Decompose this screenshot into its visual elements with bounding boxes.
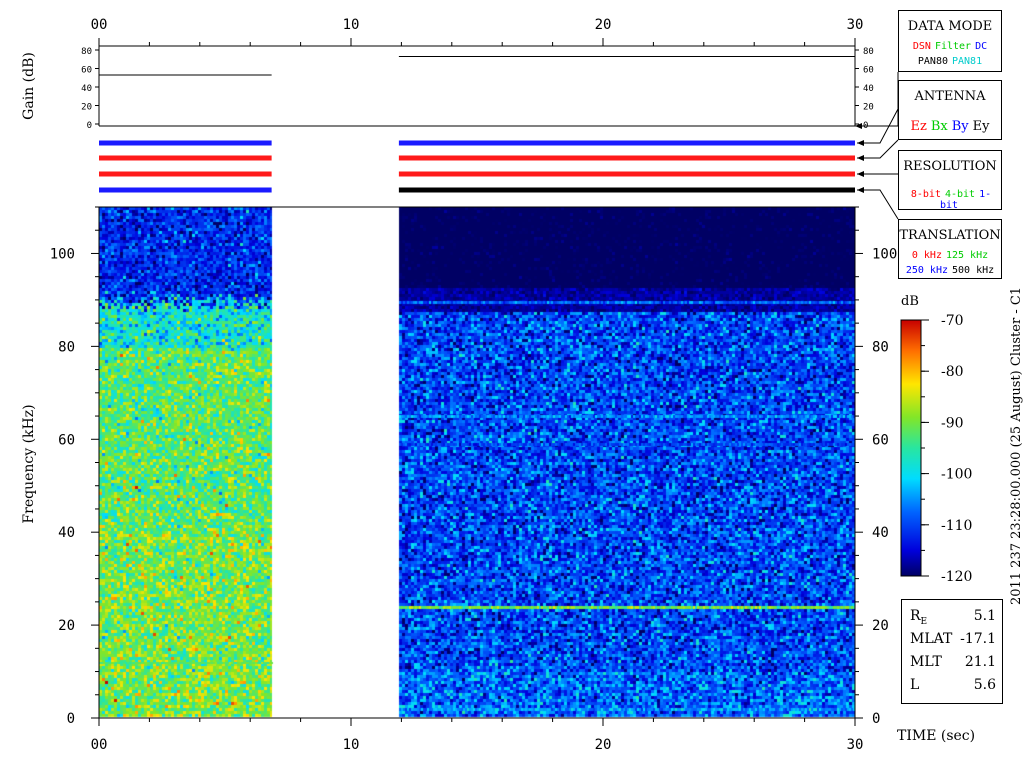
legend-connector xyxy=(857,189,899,220)
resolution-title: RESOLUTION xyxy=(903,159,997,174)
x-axis-label: TIME (sec) xyxy=(897,728,976,744)
orbit-label: L xyxy=(910,677,920,693)
bottom-x-tick-label: 10 xyxy=(343,737,360,753)
legend-token: DSN xyxy=(912,41,931,52)
legend-token: 1-bit xyxy=(939,189,992,211)
y-tick-label-right: 80 xyxy=(872,339,889,355)
colorbar-label: dB xyxy=(901,294,919,309)
data-mode-title: DATA MODE xyxy=(907,19,993,34)
legend-token: 500 kHz xyxy=(952,265,995,276)
connector-arrowhead xyxy=(857,140,864,146)
legend-token: Ez xyxy=(910,119,927,134)
legend-token: DC xyxy=(975,41,988,52)
orbit-row: MLT 21.1 xyxy=(910,654,996,677)
antenna-box: ANTENNA Ez Bx By Ey xyxy=(898,80,1002,140)
legend-connector xyxy=(857,139,899,159)
y-axis-label: Frequency (kHz) xyxy=(21,404,37,523)
colorbar-tick-label: -70 xyxy=(941,313,964,329)
legend-token: 8-bit xyxy=(910,189,941,200)
y-tick-label-left: 0 xyxy=(67,711,75,727)
orbit-rows: RE 5.1 MLAT -17.1 MLT 21.1 L 5.6 xyxy=(910,608,996,700)
y-tick-label-right: 100 xyxy=(872,246,897,262)
connector-arrowhead xyxy=(857,171,864,177)
bottom-x-tick-label: 20 xyxy=(595,737,612,753)
bottom-x-tick-label: 00 xyxy=(91,737,108,753)
orbit-row: MLAT -17.1 xyxy=(910,631,996,654)
translation-row-2: 250 kHz 500 kHz xyxy=(899,265,1001,276)
legend-token: 4-bit xyxy=(944,189,976,200)
antenna-row: Ez Bx By Ey xyxy=(899,119,1001,134)
y-tick-label-right: 20 xyxy=(872,618,889,634)
legend-token: Bx xyxy=(930,119,948,134)
legend-token: Filter xyxy=(934,41,972,52)
side-title: 2011 237 23:28:00.000 (25 August) Cluste… xyxy=(1009,287,1024,605)
translation-title: TRANSLATION xyxy=(899,228,1001,243)
colorbar-swatch xyxy=(900,319,922,577)
legend-token: PAN81 xyxy=(952,56,983,67)
orbit-value: 5.1 xyxy=(973,608,996,624)
antenna-title: ANTENNA xyxy=(914,89,986,104)
top-x-tick-label: 20 xyxy=(595,17,612,33)
y-tick-label-right: 60 xyxy=(872,432,889,448)
orbit-value: 21.1 xyxy=(964,654,996,670)
data-mode-row-1: DSN Filter DC xyxy=(899,41,1001,52)
y-tick-label-left: 40 xyxy=(58,525,75,541)
bottom-x-tick-label: 30 xyxy=(847,737,864,753)
orbit-row: L 5.6 xyxy=(910,677,996,700)
orbit-info-box: RE 5.1 MLAT -17.1 MLT 21.1 L 5.6 xyxy=(901,599,1003,704)
y-tick-label-left: 80 xyxy=(58,339,75,355)
connector-arrowhead xyxy=(855,123,862,129)
orbit-label: RE xyxy=(910,608,928,627)
top-x-tick-label: 10 xyxy=(343,17,360,33)
translation-box: TRANSLATION 0 kHz 125 kHz 250 kHz 500 kHz xyxy=(898,219,1002,279)
y-tick-label-right: 40 xyxy=(872,525,889,541)
legend-connector xyxy=(857,108,899,144)
colorbar-tick-label: -80 xyxy=(941,364,964,380)
resolution-box: RESOLUTION 8-bit 4-bit 1-bit xyxy=(898,150,1002,211)
colorbar-tick-label: -110 xyxy=(941,518,972,534)
connector-arrowhead xyxy=(857,155,864,161)
y-tick-label-left: 60 xyxy=(58,432,75,448)
y-tick-label-right: 0 xyxy=(872,711,880,727)
y-tick-label-left: 20 xyxy=(58,618,75,634)
top-x-tick-label: 00 xyxy=(91,17,108,33)
data-mode-box: DATA MODE DSN Filter DC PAN80 PAN81 xyxy=(898,10,1002,72)
colorbar-tick-label: -90 xyxy=(941,415,964,431)
legend-token: By xyxy=(951,119,969,134)
y-tick-label-left: 100 xyxy=(50,246,75,262)
colorbar-tick-label: -100 xyxy=(941,467,972,483)
orbit-label: MLAT xyxy=(910,631,953,647)
orbit-row: RE 5.1 xyxy=(910,608,996,631)
legend-token: 250 kHz xyxy=(905,265,948,276)
legend-token: PAN80 xyxy=(917,56,948,67)
legend-token: Ey xyxy=(972,119,990,134)
colorbar: dB -70 -80 -90 -100 -110 -120 2011 237 23:28:00… xyxy=(900,287,1024,605)
translation-row-1: 0 kHz 125 kHz xyxy=(899,250,1001,261)
orbit-value: 5.6 xyxy=(973,677,996,693)
data-mode-row-2: PAN80 PAN81 xyxy=(899,56,1001,67)
orbit-value: -17.1 xyxy=(960,631,996,647)
orbit-label: MLT xyxy=(910,654,942,670)
resolution-row: 8-bit 4-bit 1-bit xyxy=(899,189,1001,211)
colorbar-tick-label: -120 xyxy=(941,569,972,585)
connector-arrowhead xyxy=(857,187,864,193)
top-x-tick-label: 30 xyxy=(847,17,864,33)
legend-token: 0 kHz xyxy=(911,250,942,261)
legend-token: 125 kHz xyxy=(945,250,989,261)
